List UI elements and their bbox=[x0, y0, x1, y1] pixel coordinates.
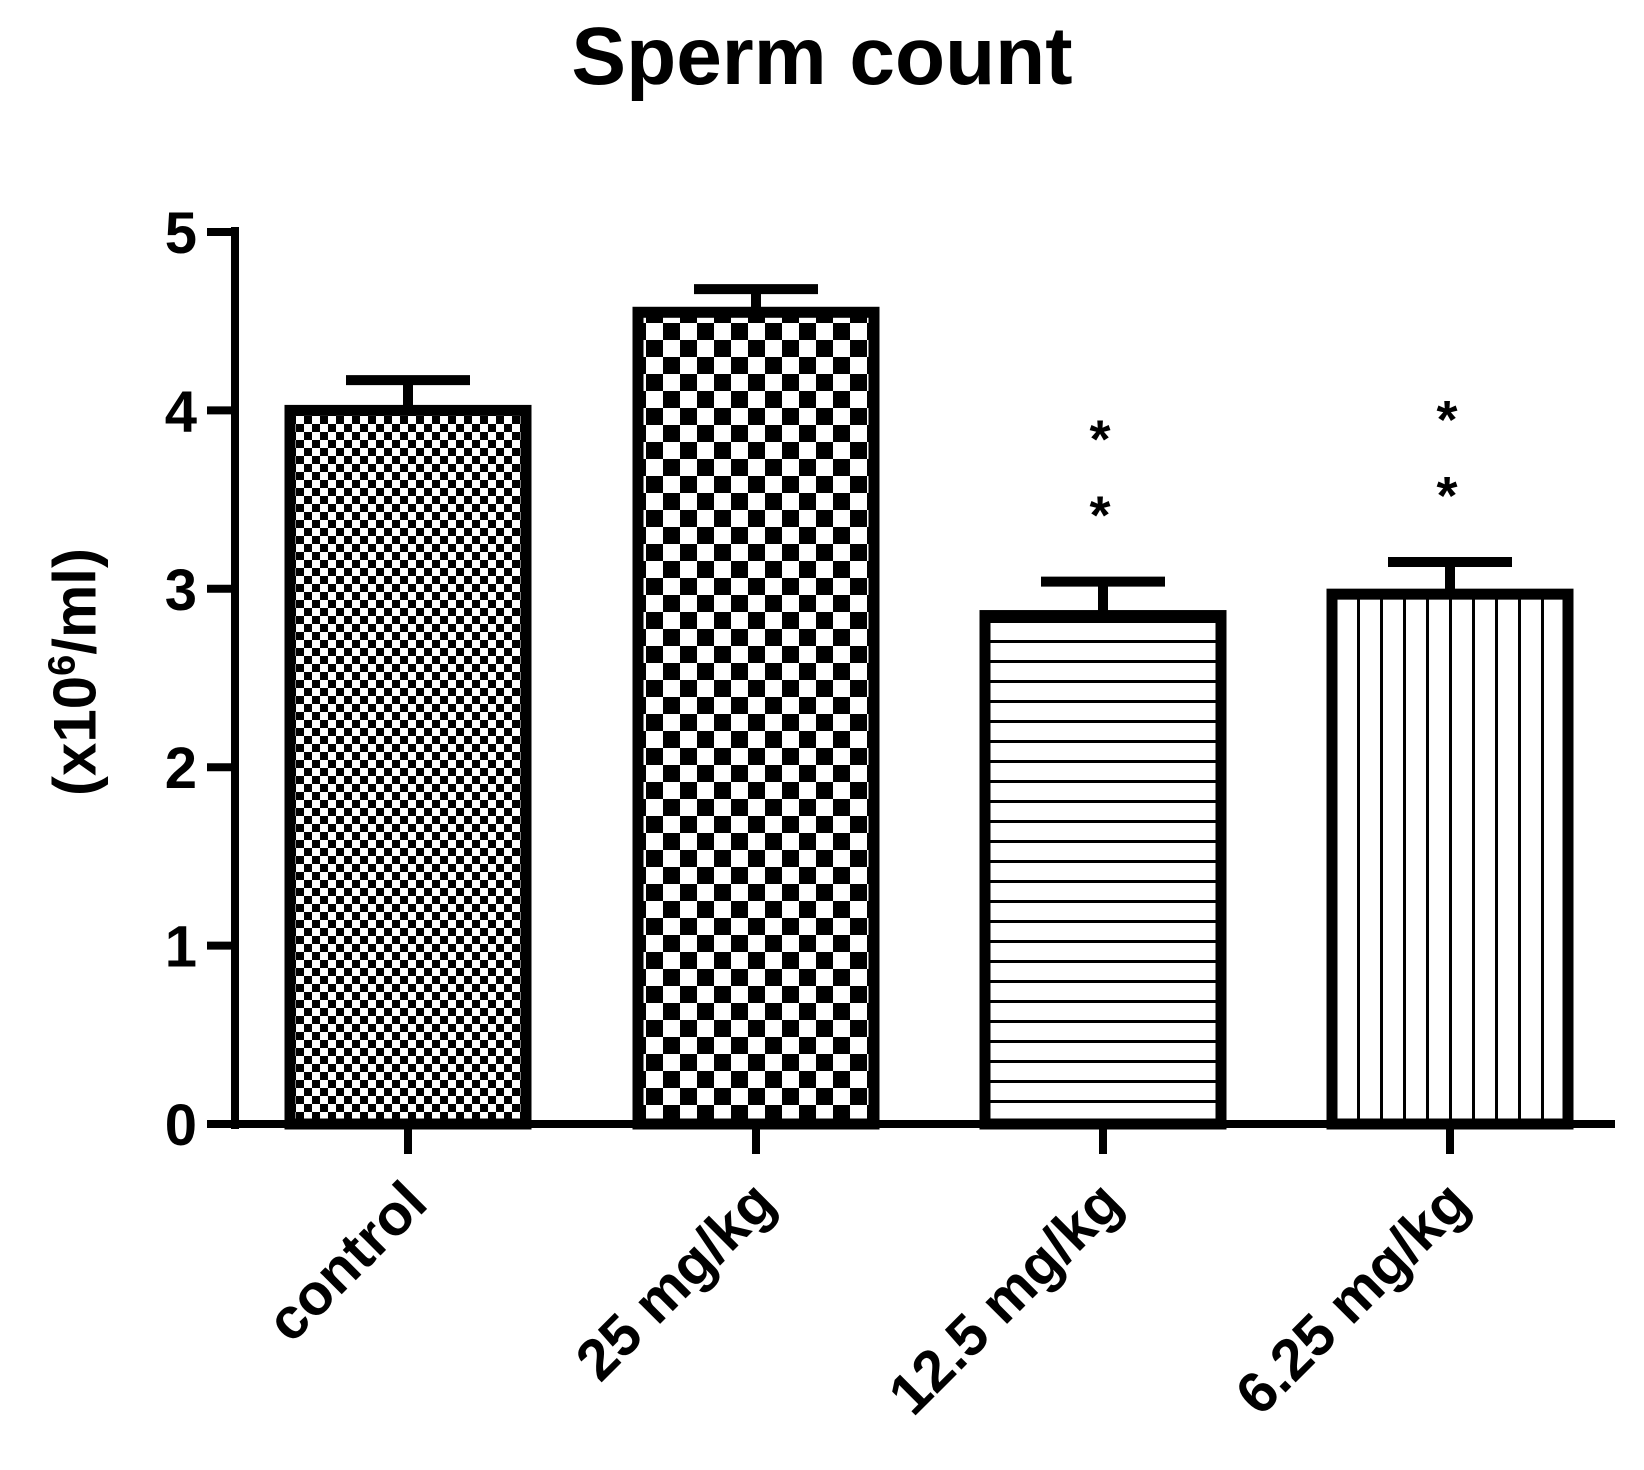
significance-marker-2: * bbox=[1089, 486, 1110, 546]
y-tick-label-3: 3 bbox=[165, 558, 197, 623]
y-tick-label-4: 4 bbox=[165, 379, 197, 444]
significance-marker-3: * bbox=[1436, 390, 1457, 450]
x-tick-label-3: 6.25 mg/kg bbox=[1223, 1169, 1481, 1427]
x-tick-label-1: 25 mg/kg bbox=[563, 1169, 787, 1393]
bar-1 bbox=[632, 306, 880, 1130]
plot-area: * * * * 0 1 2 3 4 5 control 25 mg/kg 12.5 mg/kg 6.25 … bbox=[165, 201, 1615, 1427]
y-tick-label-0: 0 bbox=[165, 1093, 197, 1158]
y-tick-label-1: 1 bbox=[165, 915, 197, 980]
bar-3 bbox=[1326, 588, 1574, 1130]
x-tick-label-2: 12.5 mg/kg bbox=[876, 1169, 1134, 1427]
x-tick-label-0: control bbox=[254, 1169, 439, 1354]
y-tick-label-2: 2 bbox=[165, 736, 197, 801]
bar-2 bbox=[979, 610, 1227, 1130]
significance-marker-2: * bbox=[1089, 410, 1110, 470]
y-tick-label-5: 5 bbox=[165, 201, 197, 266]
significance-marker-3: * bbox=[1436, 466, 1457, 526]
chart-title: Sperm count bbox=[571, 11, 1073, 102]
bar-0 bbox=[284, 404, 532, 1130]
